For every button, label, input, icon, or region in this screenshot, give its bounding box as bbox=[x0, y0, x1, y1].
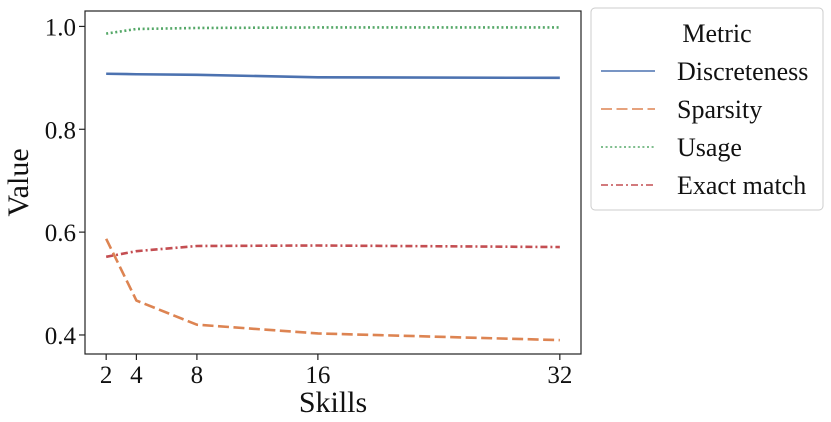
series-line-exact-match bbox=[105, 244, 560, 259]
series-line-discreteness bbox=[106, 72, 560, 80]
y-tick-label: 0.4 bbox=[45, 323, 77, 350]
x-tick-label: 4 bbox=[130, 362, 143, 389]
legend-box bbox=[590, 7, 824, 211]
x-axis-label: Skills bbox=[299, 386, 367, 419]
y-tick-label: 0.8 bbox=[45, 117, 76, 144]
y-axis-label: Value bbox=[2, 148, 35, 216]
x-tick-label: 2 bbox=[100, 362, 113, 389]
axes: 2 4 8 16 32 0.4 0.6 0.8 1.0 Skills Value bbox=[2, 10, 582, 419]
legend-entry-label: Exact match bbox=[677, 171, 806, 200]
y-tick-label: 1.0 bbox=[45, 14, 76, 41]
legend-entry-label: Discreteness bbox=[677, 57, 808, 86]
legend: Metric Discreteness Sparsity Usage Exact mat… bbox=[590, 7, 824, 211]
axes-frame bbox=[84, 10, 582, 355]
legend-entry-label: Usage bbox=[677, 133, 742, 162]
legend-entry-label: Sparsity bbox=[677, 95, 762, 124]
legend-title: Metric bbox=[682, 19, 751, 48]
x-tick-label: 16 bbox=[305, 362, 330, 389]
x-tick-label: 32 bbox=[547, 362, 572, 389]
series-line-usage bbox=[105, 26, 560, 35]
series-line-sparsity bbox=[105, 238, 560, 342]
y-tick-label: 0.6 bbox=[45, 220, 76, 247]
plot-area bbox=[105, 26, 560, 342]
x-tick-label: 8 bbox=[191, 362, 204, 389]
